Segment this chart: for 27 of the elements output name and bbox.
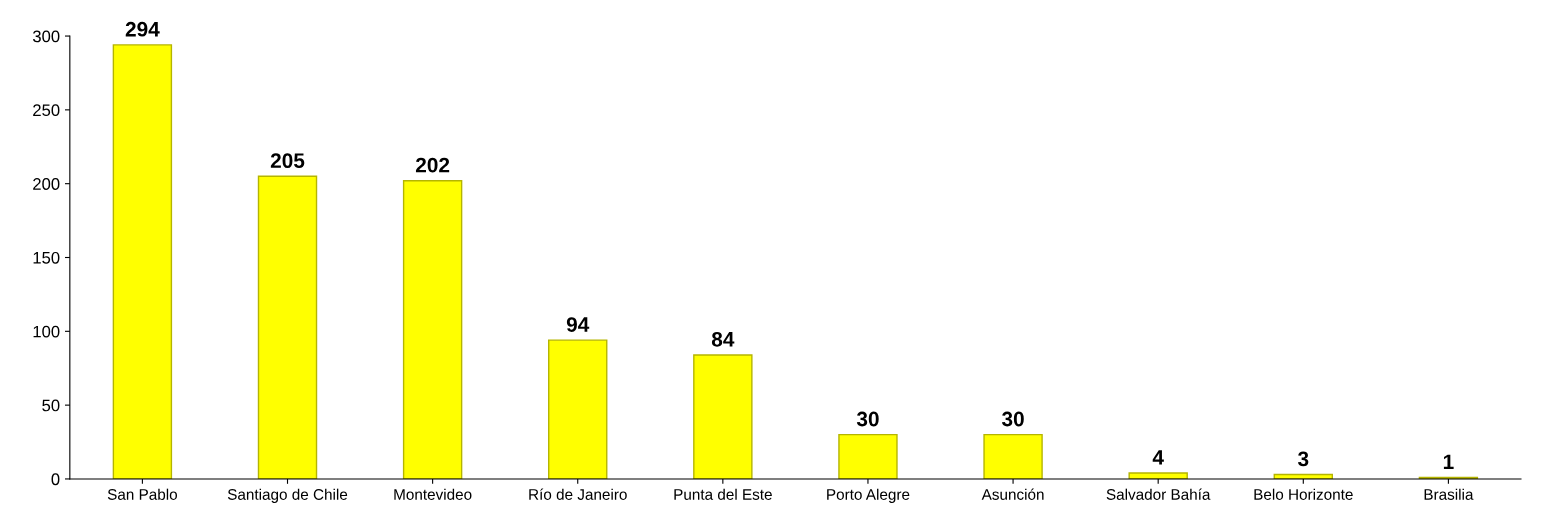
x-tick-label: Porto Alegre [827,488,910,503]
y-tick-label: 150 [33,251,60,264]
data-label: 84 [711,331,735,347]
data-label: 202 [415,157,450,173]
x-tick-label: Brasilia [1424,488,1474,500]
x-tick-label: Montevideo [394,488,472,500]
y-tick-label: 100 [33,325,60,338]
y-tick-label: 200 [33,178,60,190]
data-label: 94 [566,317,590,332]
data-label: 30 [856,411,879,427]
data-label: 1 [1443,454,1454,469]
x-tick-label: Punta del Este [674,488,772,500]
data-label: 30 [1001,411,1024,427]
x-tick-label: Salvador Bahía [1106,488,1211,500]
data-label: 294 [125,21,160,37]
x-tick-label: San Pablo [107,488,178,500]
y-tick-label: 250 [33,104,60,117]
data-label: 3 [1297,451,1309,467]
x-tick-label: Belo Horizonte [1254,488,1353,500]
x-tick-label: Río de Janeiro [529,488,627,500]
y-tick-label: 50 [42,399,60,412]
x-tick-label: Asunción [981,488,1044,500]
data-label: 4 [1152,450,1164,465]
data-label: 205 [270,153,305,169]
y-tick-label: 0 [51,473,60,486]
x-tick-label: Santiago de Chile [227,488,348,503]
y-tick-label: 300 [32,30,60,43]
